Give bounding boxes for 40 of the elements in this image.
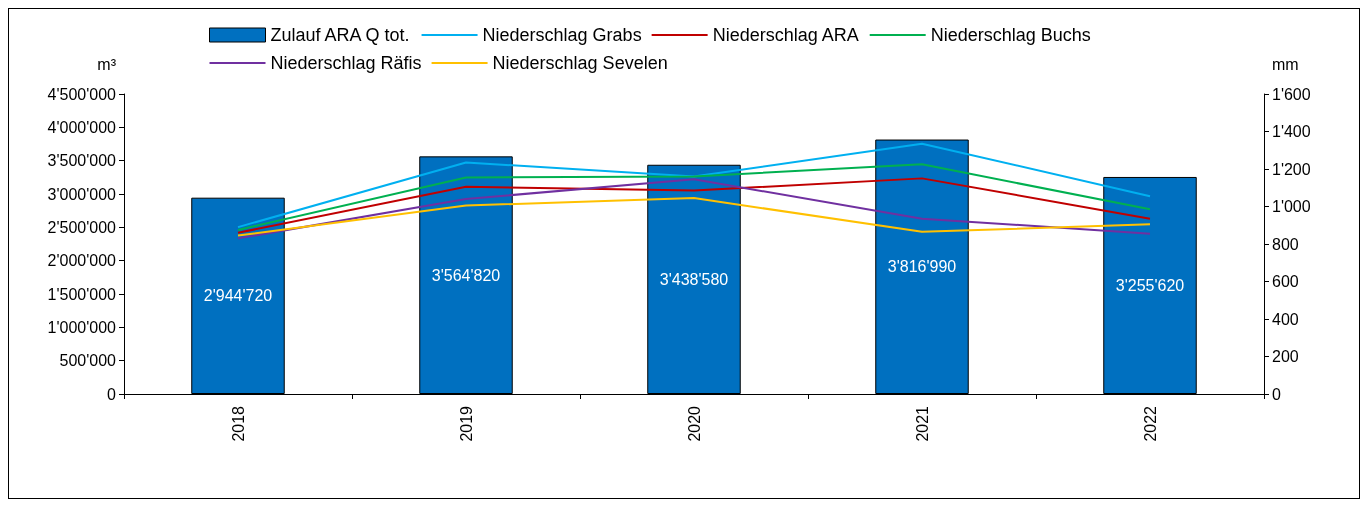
y2-tick-label: 1'400 — [1272, 123, 1311, 140]
x-tick-label: 2019 — [457, 405, 475, 442]
data-label: 3'255'620 — [1115, 276, 1185, 294]
y2-tick-label: 1'200 — [1272, 160, 1311, 178]
y-tick-label: 0 — [107, 385, 117, 403]
y-tick-label: 4'000'000 — [47, 118, 117, 136]
y-tick-label: 500'000 — [59, 352, 117, 370]
y2-tick-label: 400 — [1272, 310, 1299, 328]
y-tick-label: 4'500'000 — [47, 85, 117, 103]
data-label: 3'564'820 — [431, 266, 501, 284]
legend-label: Zulauf ARA Q tot. — [270, 25, 410, 45]
x-tick-label: 2021 — [913, 405, 931, 442]
line-series — [237, 142, 1151, 229]
x-tick-label: 2018 — [229, 405, 247, 442]
data-label: 3'438'580 — [659, 270, 729, 288]
y-tick-label: 3'000'000 — [47, 185, 117, 203]
legend-label: Niederschlag Räfis — [270, 53, 422, 73]
data-label: 2'944'720 — [203, 287, 273, 305]
y-tick-label: 2'500'000 — [47, 218, 117, 236]
y-tick-label: 1'000'000 — [47, 318, 117, 336]
y2-axis-title: mm — [1272, 55, 1299, 73]
y-axis-title: m³ — [97, 55, 117, 73]
legend-label: Niederschlag Grabs — [482, 25, 642, 45]
y2-tick-label: 1'600 — [1272, 85, 1311, 103]
x-tick-label: 2022 — [1141, 405, 1159, 442]
y2-tick-label: 0 — [1272, 385, 1281, 403]
line-series — [237, 163, 1151, 231]
y2-tick-label: 200 — [1272, 348, 1299, 365]
y-tick-label: 1'500'000 — [47, 285, 117, 303]
x-tick-label: 2020 — [685, 405, 703, 442]
y2-tick-label: 800 — [1272, 235, 1299, 253]
legend-label: Niederschlag Sevelen — [492, 53, 668, 73]
y2-tick-label: 600 — [1272, 273, 1299, 290]
legend-label: Niederschlag Buchs — [930, 25, 1091, 45]
legend-label: Niederschlag ARA — [712, 25, 859, 45]
y2-tick-label: 1'000 — [1272, 198, 1311, 215]
data-label: 3'816'990 — [887, 258, 957, 276]
line-series — [237, 197, 1151, 237]
y-tick-label: 2'000'000 — [47, 252, 117, 270]
y-tick-label: 3'500'000 — [47, 152, 117, 170]
